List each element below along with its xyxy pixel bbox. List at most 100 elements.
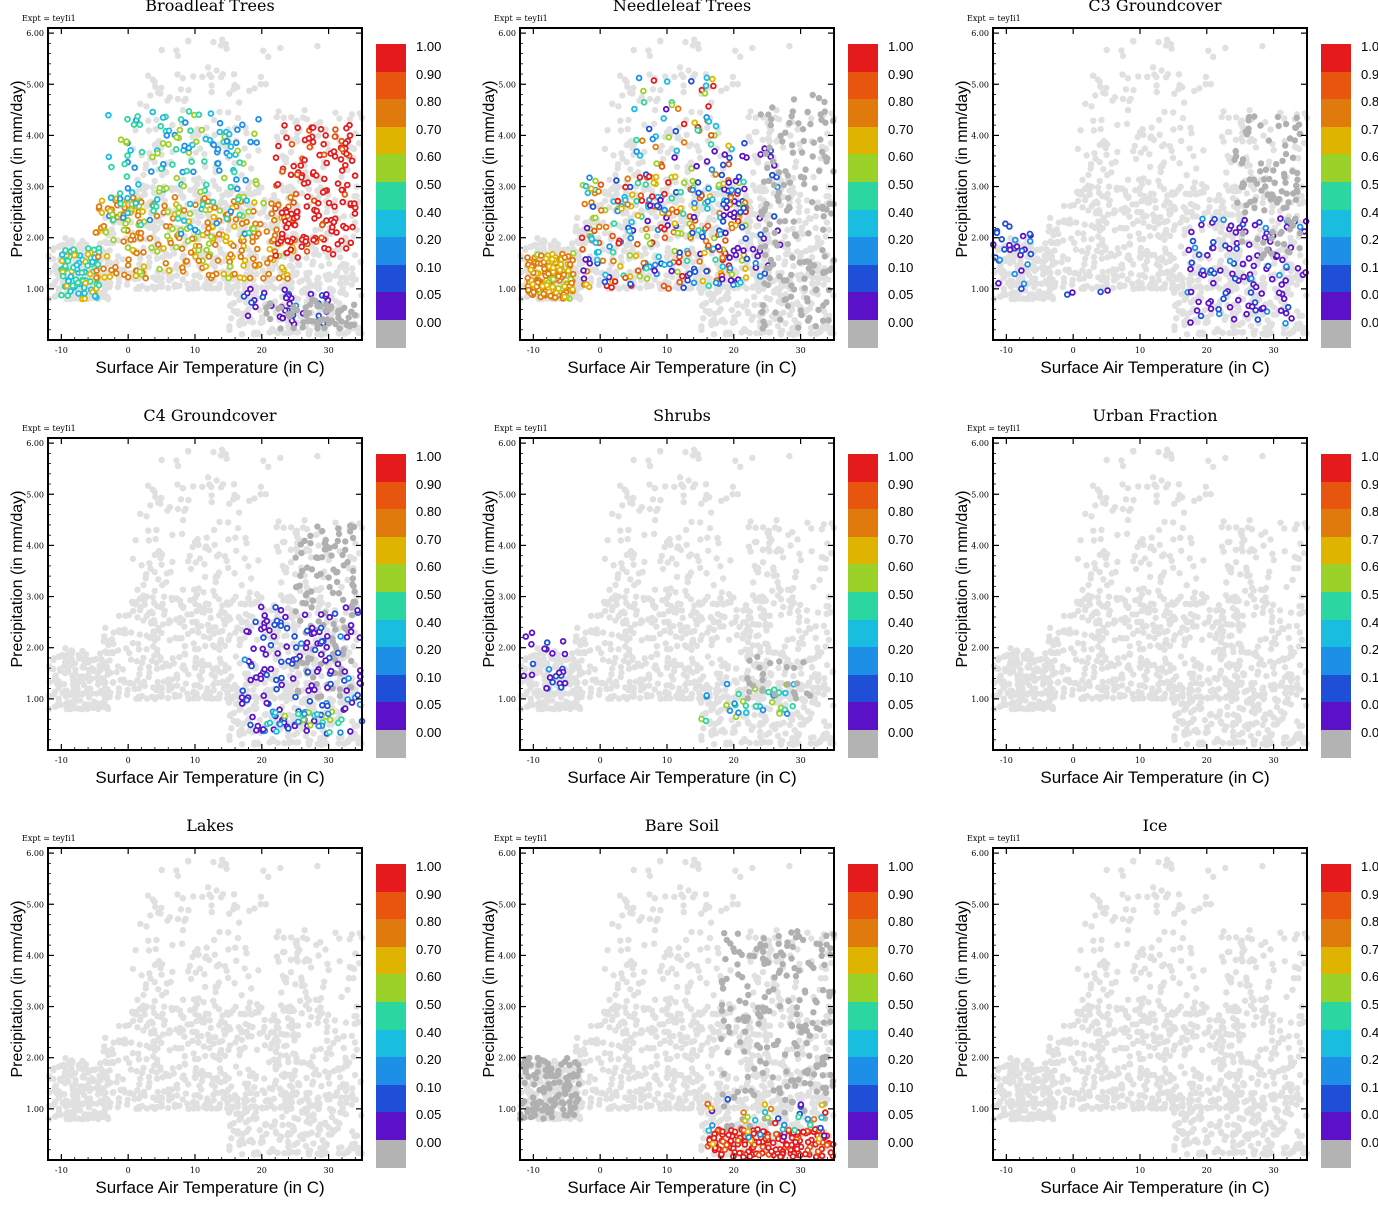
- data-point: [720, 255, 725, 260]
- background-point: [674, 164, 680, 170]
- background-point: [1062, 267, 1068, 273]
- background-point: [617, 73, 623, 79]
- data-point: [194, 139, 199, 144]
- data-point: [300, 324, 306, 330]
- y-axis-label: Precipitation (in mm/day): [481, 69, 499, 269]
- background-point: [589, 267, 595, 273]
- background-point: [697, 109, 703, 115]
- data-point: [802, 166, 808, 172]
- data-point: [696, 228, 701, 233]
- background-point: [602, 198, 608, 204]
- y-tick-label: 3.00: [26, 183, 44, 192]
- background-point: [152, 142, 158, 148]
- background-point: [1099, 225, 1105, 231]
- data-point: [235, 186, 240, 191]
- background-point: [755, 159, 761, 165]
- background-point: [625, 117, 631, 123]
- background-point: [1157, 132, 1163, 138]
- background-point: [1107, 197, 1113, 203]
- data-point: [199, 128, 204, 133]
- data-point: [106, 155, 111, 160]
- background-point: [743, 328, 749, 334]
- background-point: [145, 118, 151, 124]
- data-point: [222, 176, 227, 181]
- background-point: [1167, 143, 1173, 149]
- data-point: [686, 251, 691, 256]
- data-point: [231, 243, 236, 248]
- data-point: [293, 223, 298, 228]
- data-point: [267, 300, 273, 306]
- background-point: [1292, 144, 1298, 150]
- data-point: [643, 182, 648, 187]
- data-point: [288, 195, 293, 200]
- data-point: [761, 280, 767, 286]
- data-point: [271, 237, 276, 242]
- data-point: [157, 267, 162, 272]
- data-point: [322, 177, 327, 182]
- data-point: [801, 175, 807, 181]
- background-point: [1125, 75, 1131, 81]
- background-point: [1178, 184, 1184, 190]
- background-point: [1281, 115, 1287, 121]
- background-point: [1095, 274, 1101, 280]
- data-point: [653, 263, 658, 268]
- data-point: [93, 294, 98, 299]
- data-point: [132, 122, 137, 127]
- background-point: [615, 165, 621, 171]
- data-point: [70, 283, 75, 288]
- background-point: [573, 228, 579, 234]
- data-point: [759, 212, 765, 218]
- data-point: [322, 307, 328, 313]
- background-point: [637, 285, 643, 291]
- background-point: [202, 164, 208, 170]
- data-point: [122, 228, 127, 233]
- background-point: [802, 220, 808, 226]
- background-point: [1136, 230, 1142, 236]
- background-point: [239, 316, 245, 322]
- data-point: [673, 129, 678, 134]
- data-point: [628, 253, 633, 258]
- background-point: [1146, 223, 1152, 229]
- background-point: [231, 308, 237, 314]
- background-point: [1177, 125, 1183, 131]
- data-point: [758, 111, 764, 117]
- background-point: [1084, 250, 1090, 256]
- background-point: [107, 260, 113, 266]
- background-point: [1090, 73, 1096, 79]
- data-point: [141, 250, 146, 255]
- background-point: [1097, 178, 1103, 184]
- background-point: [334, 269, 340, 275]
- data-point: [351, 302, 357, 308]
- data-point: [705, 199, 710, 204]
- colorbar-label: 0.40: [888, 206, 913, 220]
- data-point: [134, 273, 139, 278]
- data-point: [125, 174, 130, 179]
- data-point: [807, 121, 813, 127]
- data-point: [267, 247, 272, 252]
- data-point: [789, 142, 795, 148]
- background-point: [760, 137, 766, 143]
- data-point: [323, 133, 328, 138]
- background-point: [1036, 247, 1042, 253]
- data-point: [706, 186, 711, 191]
- data-point: [721, 163, 726, 168]
- background-point: [721, 319, 727, 325]
- data-point: [637, 76, 642, 81]
- data-point: [295, 255, 300, 260]
- background-point: [1079, 177, 1085, 183]
- data-point: [558, 268, 563, 273]
- background-point: [1036, 291, 1042, 297]
- background-point: [1046, 282, 1052, 288]
- background-point: [175, 53, 181, 59]
- background-point: [1171, 255, 1177, 261]
- colorbar-swatch: [376, 99, 406, 127]
- background-point: [137, 101, 143, 107]
- data-point: [603, 280, 608, 285]
- data-point: [261, 276, 266, 281]
- background-point: [716, 287, 722, 293]
- data-point: [247, 231, 252, 236]
- background-point: [242, 145, 248, 151]
- background-point: [1123, 225, 1129, 231]
- background-point: [256, 331, 262, 337]
- background-point: [785, 247, 791, 253]
